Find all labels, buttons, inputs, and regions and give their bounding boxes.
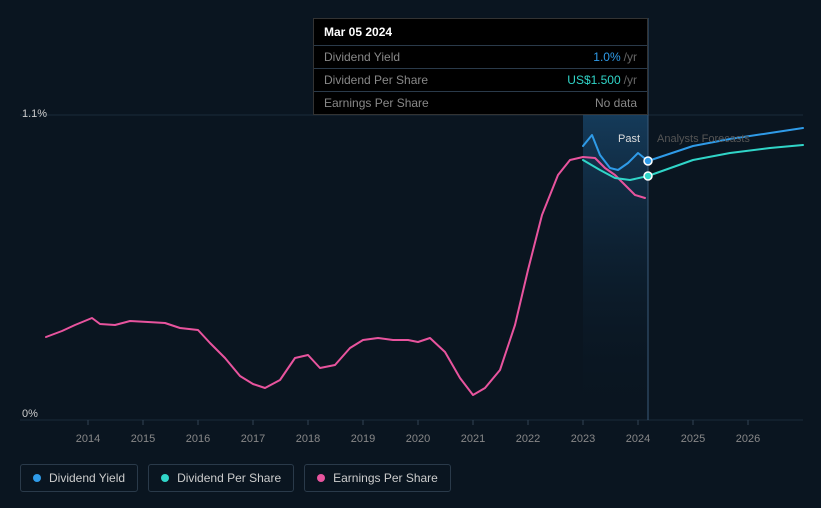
tooltip-row-value: 1.0% [593,50,620,64]
x-axis-label: 2022 [516,433,540,445]
chart-legend: Dividend Yield Dividend Per Share Earnings… [20,464,451,492]
x-axis-label: 2020 [406,433,430,445]
tooltip-row: Dividend Per ShareUS$1.500/yr [314,69,647,92]
x-axis-label: 2015 [131,433,155,445]
tooltip-row-value: No data [595,96,637,110]
x-axis-label: 2014 [76,433,100,445]
legend-item-dividend-per-share[interactable]: Dividend Per Share [148,464,294,492]
legend-dot-icon [317,474,325,482]
y-axis-label: 1.1% [22,108,47,120]
x-axis-label: 2017 [241,433,265,445]
tooltip-row-label: Earnings Per Share [324,96,595,110]
tooltip-row-unit: /yr [624,73,637,87]
legend-dot-icon [33,474,41,482]
x-axis-label: 2018 [296,433,320,445]
tooltip-row-label: Dividend Yield [324,50,593,64]
forecast-label: Analysts Forecasts [657,133,750,145]
x-axis-label: 2026 [736,433,760,445]
y-axis-label: 0% [22,408,38,420]
x-axis-label: 2025 [681,433,705,445]
legend-label: Earnings Per Share [333,471,438,485]
legend-item-earnings-per-share[interactable]: Earnings Per Share [304,464,451,492]
x-axis-label: 2021 [461,433,485,445]
chart-tooltip: Mar 05 2024 Dividend Yield1.0%/yrDividen… [313,18,648,115]
dividend-chart: Mar 05 2024 Dividend Yield1.0%/yrDividen… [0,0,821,508]
legend-dot-icon [161,474,169,482]
legend-label: Dividend Yield [49,471,125,485]
x-axis-label: 2023 [571,433,595,445]
tooltip-row: Dividend Yield1.0% /yr [314,46,647,69]
legend-item-dividend-yield[interactable]: Dividend Yield [20,464,138,492]
tooltip-date: Mar 05 2024 [314,19,647,46]
tooltip-row-label: Dividend Per Share [324,73,567,87]
x-axis-label: 2024 [626,433,650,445]
tooltip-row-unit: /yr [624,50,637,64]
x-axis-label: 2016 [186,433,210,445]
legend-label: Dividend Per Share [177,471,281,485]
tooltip-row: Earnings Per ShareNo data [314,92,647,114]
past-label: Past [618,133,640,145]
x-axis-label: 2019 [351,433,375,445]
tooltip-row-value: US$1.500 [567,73,620,87]
